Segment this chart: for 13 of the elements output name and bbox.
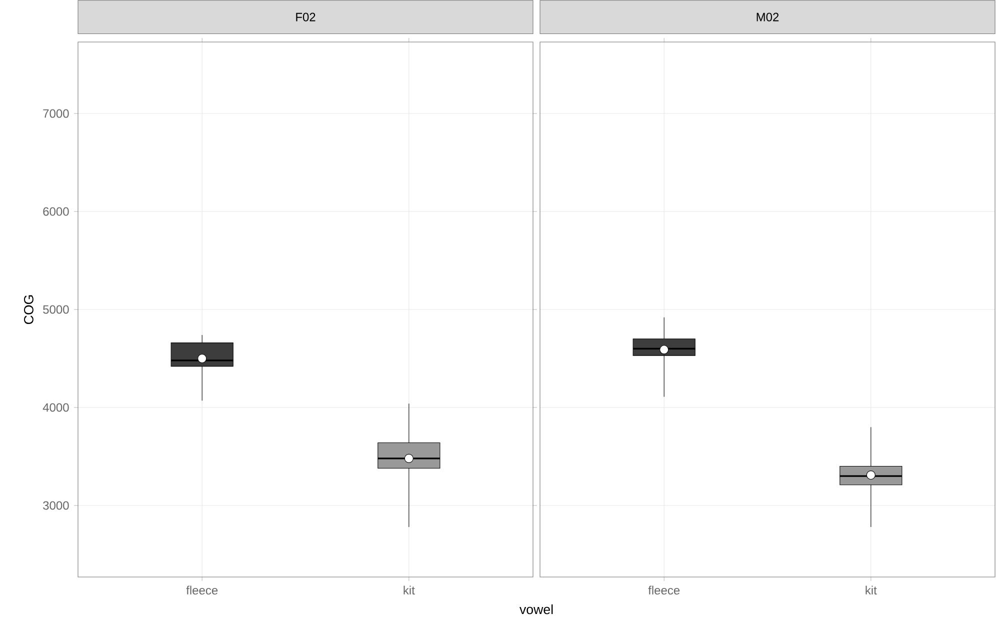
y-axis-title: COG [24,295,34,324]
y-tick-label: 3000 [43,501,69,510]
y-tick-label: 7000 [43,109,69,118]
x-tick-label: fleece [648,586,680,595]
y-tick-label: 5000 [43,305,69,314]
x-tick-label: kit [866,586,877,594]
x-axis-title: vowel [520,604,553,614]
chart-title: F02 [296,12,316,22]
y-tick-label: 4000 [42,403,69,412]
x-tick-label: fleece [186,586,218,595]
chart-title: M02 [756,12,779,22]
x-tick-label: kit [404,586,415,594]
y-tick-label: 6000 [43,207,69,216]
